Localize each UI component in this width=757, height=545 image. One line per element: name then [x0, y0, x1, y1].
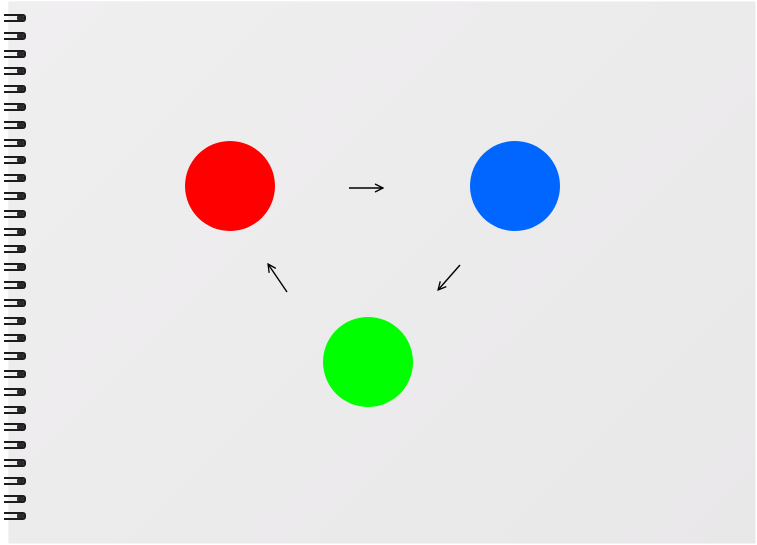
- blue-circle-node: [470, 141, 560, 231]
- spiral-ring-loop: [4, 298, 26, 307]
- spiral-ring-hole: [17, 16, 24, 20]
- spiral-ring: [4, 120, 26, 130]
- spiral-ring: [4, 459, 26, 468]
- spiral-ring-hole: [17, 300, 24, 305]
- spiral-ring: [4, 298, 26, 308]
- spiral-ring: [4, 494, 26, 504]
- spiral-ring: [4, 14, 26, 23]
- spiral-ring-hole: [17, 425, 24, 430]
- spiral-ring-loop: [4, 174, 26, 183]
- spiral-ring: [4, 352, 26, 361]
- spiral-ring-loop: [4, 316, 26, 325]
- spiral-ring: [4, 85, 26, 94]
- spiral-ring: [4, 174, 26, 183]
- spiral-ring-loop: [4, 49, 26, 58]
- spiral-ring-hole: [17, 194, 24, 198]
- spiral-ring: [4, 67, 26, 76]
- spiral-ring-hole: [17, 478, 24, 483]
- spiral-ring-loop: [4, 227, 26, 236]
- spiral-ring-hole: [17, 140, 24, 145]
- spiral-ring-loop: [4, 281, 26, 289]
- spiral-ring: [4, 49, 26, 59]
- spiral-ring-loop: [4, 476, 26, 485]
- spiral-ring-hole: [17, 336, 24, 341]
- spiral-ring-hole: [17, 33, 24, 38]
- spiral-ring-loop: [4, 263, 26, 272]
- spiral-ring-loop: [4, 423, 26, 432]
- spiral-ring-loop: [4, 192, 26, 200]
- spiral-ring-loop: [4, 103, 26, 111]
- spiral-ring-hole: [17, 69, 24, 74]
- spiral-ring: [4, 263, 26, 272]
- spiral-ring-hole: [17, 265, 24, 270]
- spiral-ring: [4, 156, 26, 165]
- arrow-blue-to-green: [438, 264, 461, 290]
- spiral-ring-hole: [17, 229, 24, 234]
- spiral-ring: [4, 441, 26, 450]
- spiral-binding: [0, 14, 30, 534]
- spiral-ring: [4, 405, 26, 415]
- spiral-ring-loop: [4, 387, 26, 396]
- spiral-ring-loop: [4, 120, 26, 129]
- spiral-ring-hole: [17, 318, 24, 323]
- spiral-ring-loop: [4, 138, 26, 147]
- spiral-ring-loop: [4, 459, 26, 467]
- spiral-ring-hole: [17, 372, 24, 376]
- spiral-ring-hole: [17, 158, 24, 163]
- spiral-ring-hole: [17, 389, 24, 394]
- green-circle-node: [323, 317, 413, 407]
- spiral-ring-loop: [4, 512, 26, 521]
- spiral-ring: [4, 103, 26, 112]
- spiral-ring: [4, 192, 26, 201]
- spiral-ring-hole: [17, 51, 24, 56]
- spiral-ring-loop: [4, 209, 26, 218]
- sketch-paper: [9, 2, 755, 543]
- spiral-ring: [4, 387, 26, 397]
- spiral-ring: [4, 209, 26, 219]
- spiral-ring-hole: [17, 87, 24, 92]
- spiral-ring: [4, 31, 26, 41]
- spiral-ring-hole: [17, 514, 24, 519]
- spiral-ring-hole: [17, 461, 24, 465]
- spiral-ring: [4, 334, 26, 343]
- spiral-ring-hole: [17, 354, 24, 359]
- spiral-ring-hole: [17, 247, 24, 252]
- spiral-ring-loop: [4, 14, 26, 22]
- spiral-ring-loop: [4, 156, 26, 165]
- spiral-ring-hole: [17, 211, 24, 216]
- spiral-ring: [4, 476, 26, 486]
- spiral-ring-loop: [4, 67, 26, 76]
- spiral-ring-loop: [4, 494, 26, 503]
- spiral-ring-loop: [4, 334, 26, 343]
- spiral-ring: [4, 316, 26, 326]
- spiral-ring-hole: [17, 283, 24, 287]
- red-circle-node: [185, 141, 275, 231]
- spiral-ring: [4, 423, 26, 432]
- spiral-ring-hole: [17, 496, 24, 501]
- spiral-ring: [4, 281, 26, 290]
- spiral-ring: [4, 245, 26, 254]
- spiral-ring-loop: [4, 441, 26, 450]
- spiral-ring-hole: [17, 176, 24, 181]
- spiral-ring-loop: [4, 85, 26, 94]
- spiral-ring-hole: [17, 105, 24, 109]
- spiral-ring-hole: [17, 443, 24, 448]
- spiral-ring: [4, 138, 26, 148]
- spiral-ring: [4, 227, 26, 237]
- spiral-ring-hole: [17, 407, 24, 412]
- arrow-green-to-red: [268, 264, 288, 293]
- spiral-ring-loop: [4, 370, 26, 378]
- spiral-ring: [4, 370, 26, 379]
- spiral-ring-loop: [4, 31, 26, 40]
- spiral-ring-loop: [4, 352, 26, 361]
- spiral-ring-loop: [4, 405, 26, 414]
- spiral-ring-hole: [17, 122, 24, 127]
- spiral-ring-loop: [4, 245, 26, 254]
- spiral-ring: [4, 512, 26, 521]
